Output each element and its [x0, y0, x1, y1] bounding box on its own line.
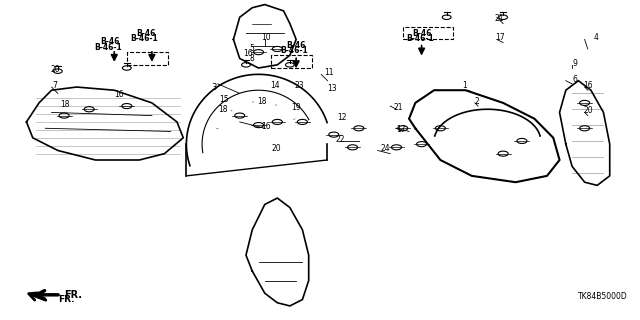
Text: B-46-1: B-46-1	[94, 43, 122, 52]
Text: 2: 2	[475, 97, 479, 106]
Text: 18: 18	[257, 97, 267, 106]
Text: 20: 20	[51, 65, 60, 74]
Text: 11: 11	[324, 68, 334, 77]
Text: 5
8: 5 8	[249, 44, 254, 63]
Text: 14: 14	[270, 81, 280, 90]
Text: 15: 15	[220, 95, 229, 104]
Text: 16: 16	[262, 122, 271, 131]
Text: TK84B5000D: TK84B5000D	[579, 292, 628, 301]
Text: 16: 16	[243, 49, 252, 58]
Text: 17: 17	[397, 125, 406, 134]
Text: 16: 16	[584, 81, 593, 90]
Text: 17: 17	[495, 33, 504, 42]
Text: 4: 4	[594, 33, 599, 42]
Text: B-46: B-46	[412, 28, 431, 38]
Text: 22: 22	[335, 135, 345, 144]
Text: 20: 20	[271, 144, 281, 153]
Text: FR.: FR.	[58, 295, 74, 304]
Text: 18: 18	[218, 105, 227, 114]
Text: 20: 20	[584, 106, 593, 115]
Text: 19: 19	[291, 103, 301, 112]
Text: 10: 10	[262, 33, 271, 42]
Text: B-46-1: B-46-1	[130, 34, 157, 43]
Text: B-46: B-46	[287, 41, 306, 50]
Text: 18: 18	[60, 100, 69, 109]
Text: B-46: B-46	[100, 37, 120, 46]
Text: B-46-1: B-46-1	[406, 34, 434, 43]
Text: 9: 9	[572, 59, 577, 68]
Text: 7: 7	[53, 81, 58, 90]
Text: 3: 3	[211, 83, 217, 92]
Text: 6: 6	[572, 75, 577, 84]
Text: 1: 1	[462, 81, 467, 90]
Text: B-46-1: B-46-1	[280, 46, 308, 55]
Text: 23: 23	[295, 81, 305, 90]
Text: 24: 24	[380, 144, 390, 153]
Text: 21: 21	[394, 103, 403, 112]
Text: FR.: FR.	[64, 290, 82, 300]
Text: 16: 16	[115, 91, 124, 100]
Text: 21: 21	[495, 14, 504, 23]
Text: 13: 13	[328, 84, 337, 93]
Text: 12: 12	[337, 113, 346, 122]
Text: B-46: B-46	[136, 28, 156, 38]
